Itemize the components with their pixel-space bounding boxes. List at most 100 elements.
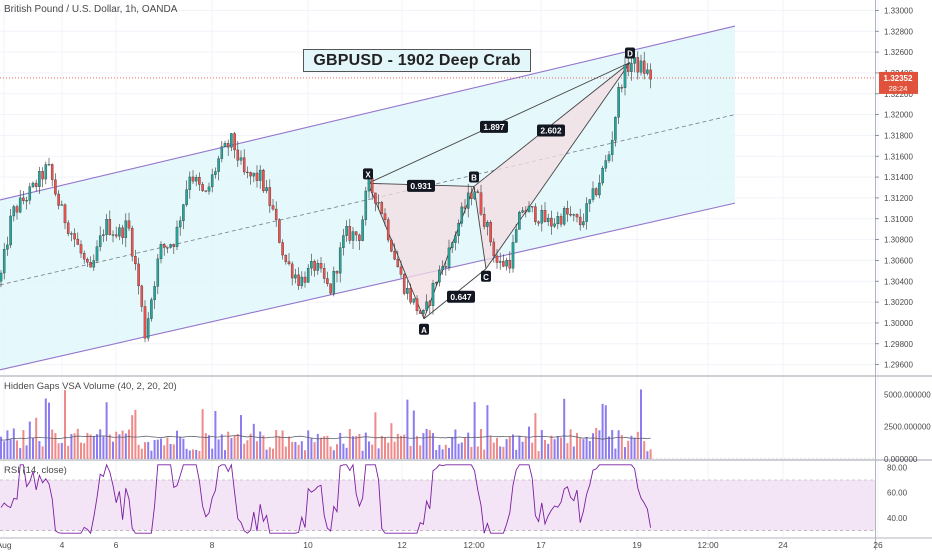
price-tick-label: 1.33000 — [884, 6, 913, 15]
time-axis[interactable]: Aug 4 6 8 10 12 12:00 17 19 12:00 24 26 — [0, 540, 883, 550]
volume-bar — [579, 438, 582, 459]
volume-bar — [256, 441, 258, 459]
candle-body — [428, 301, 432, 306]
volume-bar — [80, 442, 82, 459]
candle-body — [566, 208, 569, 215]
volume-bar — [35, 417, 38, 459]
harmonic-pattern[interactable] — [367, 62, 631, 320]
candle-body — [102, 234, 105, 236]
volume-bar — [323, 436, 326, 459]
volume-pane — [0, 389, 875, 459]
candle-body — [335, 271, 339, 274]
volume-bar — [547, 443, 550, 459]
pattern-labels: X A B C D 0.931 0.647 1.897 2.602 — [363, 47, 635, 335]
channel-fill — [0, 26, 735, 370]
candle-body — [466, 192, 470, 209]
candle-body — [246, 171, 249, 173]
candle-body — [402, 274, 406, 294]
candle-body — [534, 206, 537, 222]
volume-axis: 5000.000000 2500.000000 0.000000 — [884, 390, 931, 464]
candle-body — [537, 221, 540, 224]
volume-bar — [630, 435, 633, 459]
candle-body — [70, 233, 73, 235]
candle-body — [367, 177, 371, 192]
pattern-banner[interactable]: GBPUSD - 1902 Deep Crab — [303, 49, 531, 72]
volume-bar — [105, 402, 108, 459]
candle-body — [374, 192, 377, 204]
volume-bar — [19, 448, 22, 459]
candle-body — [345, 226, 348, 236]
candle-body — [588, 199, 592, 204]
candle-body — [377, 202, 380, 204]
candle-body — [556, 216, 560, 225]
candle-body — [86, 259, 89, 263]
volume-bar — [441, 449, 444, 459]
candle-body — [502, 261, 505, 267]
candle-body — [255, 172, 259, 181]
candle-body — [434, 282, 438, 284]
candle-body — [178, 220, 182, 228]
candle-body — [370, 177, 374, 194]
ratio-label: 0.931 — [410, 181, 432, 191]
candle-body — [98, 235, 102, 247]
volume-bar — [496, 437, 498, 459]
ratio-label: 2.602 — [540, 125, 562, 135]
time-tick-label: 19 — [632, 540, 642, 550]
candle-body — [639, 60, 643, 73]
rsi-line — [0, 463, 652, 535]
channel-lower-line — [0, 202, 736, 371]
volume-bar — [521, 441, 524, 459]
symbol-title[interactable]: British Pound / U.S. Dollar, 1h, OANDA — [4, 4, 178, 15]
candle-body — [57, 193, 60, 206]
candle-body — [278, 219, 281, 243]
candle-body — [610, 140, 614, 155]
candle-body — [514, 229, 518, 243]
candle-body — [326, 278, 329, 284]
volume-bar — [160, 438, 162, 459]
candle-body — [252, 172, 256, 177]
time-tick-label: 4 — [60, 540, 65, 550]
volume-bar — [179, 437, 182, 459]
volume-bar — [246, 440, 249, 459]
candle-body — [127, 220, 131, 229]
candle-body — [614, 117, 617, 141]
candle-body — [210, 174, 214, 188]
volume-bar — [393, 441, 396, 459]
volume-bar — [182, 438, 185, 459]
volume-bar — [432, 433, 434, 459]
candle-body — [274, 208, 278, 220]
candle-body — [12, 206, 16, 217]
candle-body — [239, 157, 243, 161]
candle-body — [66, 222, 70, 234]
candle-body — [31, 182, 35, 187]
candle-body — [553, 223, 556, 227]
rsi-tick-label: 60.00 — [887, 489, 908, 498]
candle-body — [508, 260, 512, 269]
candle-body — [409, 288, 412, 303]
ratio-badge — [537, 124, 565, 137]
price-tick-label: 1.30600 — [884, 256, 913, 265]
candle-body — [540, 210, 544, 224]
volume-bar — [6, 430, 9, 459]
candle-body — [524, 210, 528, 213]
volume-bar — [585, 436, 588, 459]
pattern-point-label: C — [483, 273, 489, 282]
volume-indicator-title[interactable]: Hidden Gaps VSA Volume (40, 2, 20, 20) — [4, 381, 177, 392]
volume-bar — [336, 444, 338, 459]
price-axis[interactable]: 1.330001.328001.326001.324001.322001.320… — [875, 6, 918, 370]
volume-bar — [604, 405, 607, 459]
volume-bar — [361, 450, 364, 459]
pattern-point-badge — [625, 47, 635, 59]
volume-bar — [412, 410, 415, 459]
candle-body — [300, 276, 304, 286]
volume-bar — [163, 445, 166, 459]
price-tick-label: 1.30400 — [884, 277, 913, 286]
time-tick-label: 12:00 — [463, 540, 485, 550]
candle-body — [338, 247, 342, 274]
rsi-indicator-title[interactable]: RSI (14, close) — [4, 465, 67, 476]
volume-bar — [284, 446, 287, 459]
volume-bar — [633, 437, 636, 459]
